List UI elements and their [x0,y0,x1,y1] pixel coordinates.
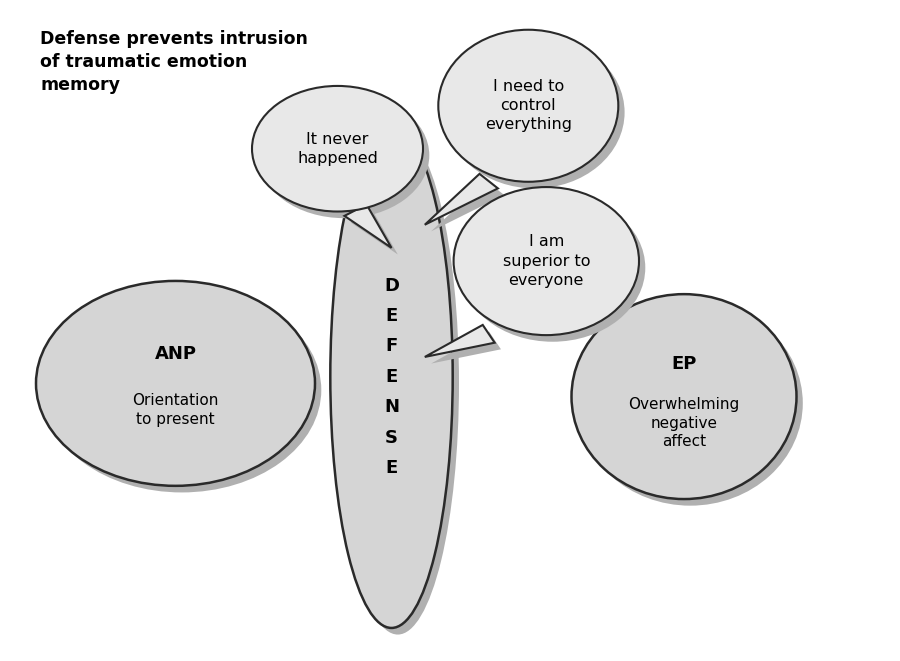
Text: Overwhelming
negative
affect: Overwhelming negative affect [628,397,740,449]
Ellipse shape [36,281,315,486]
Text: It never
happened: It never happened [297,132,378,166]
PathPatch shape [425,325,495,357]
Text: ANP: ANP [155,344,196,363]
Ellipse shape [578,301,803,506]
Text: D
 
E
 
F
 
E
 
N
 
S
 
E: D E F E N S E [384,276,399,477]
PathPatch shape [431,332,501,364]
PathPatch shape [345,204,392,248]
Ellipse shape [438,30,618,182]
Text: I am
superior to
everyone: I am superior to everyone [502,235,590,288]
Ellipse shape [330,126,453,628]
PathPatch shape [425,174,498,225]
Ellipse shape [252,86,423,212]
Ellipse shape [258,93,429,218]
Text: Orientation
to present: Orientation to present [132,393,219,426]
Ellipse shape [460,194,645,342]
Ellipse shape [445,36,625,188]
Text: I need to
control
everything: I need to control everything [485,79,572,132]
Text: Defense prevents intrusion
of traumatic emotion
memory: Defense prevents intrusion of traumatic … [40,30,309,94]
Ellipse shape [42,288,321,492]
PathPatch shape [431,180,504,231]
Ellipse shape [337,132,459,635]
Ellipse shape [572,294,796,499]
Text: EP: EP [671,354,697,373]
PathPatch shape [351,211,398,254]
Ellipse shape [454,187,639,335]
